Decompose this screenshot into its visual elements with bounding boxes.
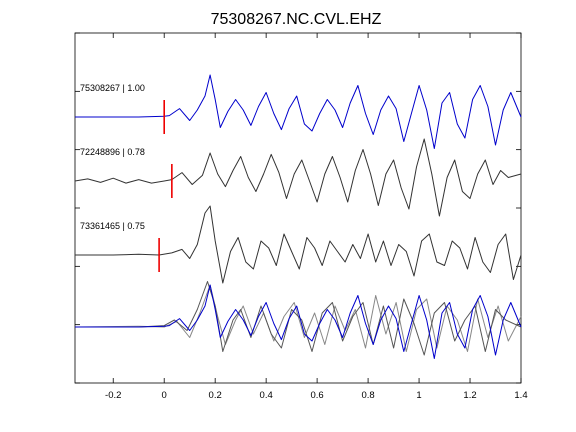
x-axis-ticks: -0.2 0 0.2 0.4 0.6 0.8 1 1.2 1.4 (105, 33, 528, 401)
x-tick-label: 0.4 (260, 390, 273, 401)
x-tick-label: 1.2 (463, 390, 476, 401)
x-tick-label: 0.8 (361, 390, 374, 401)
trace-label: 73361465 | 0.75 (80, 221, 145, 231)
trace-group: 75308267 | 1.00 72248896 | 0.78 73361465 |… (74, 74, 522, 284)
trace-label: 72248896 | 0.78 (80, 147, 145, 157)
x-tick-label: 0 (162, 390, 167, 401)
overlay-line (75, 284, 522, 359)
x-tick-label: -0.2 (105, 390, 121, 401)
x-tick-label: 0.2 (209, 390, 222, 401)
overlay-line (75, 281, 522, 356)
x-tick-label: 0.6 (311, 390, 324, 401)
trace-line (75, 205, 522, 284)
chart-title: 75308267.NC.CVL.EHZ (211, 11, 382, 28)
trace-line (74, 138, 522, 217)
trace-line (75, 74, 522, 149)
trace-label: 75308267 | 1.00 (80, 83, 145, 93)
overlay-group (74, 281, 522, 359)
x-tick-label: 1 (416, 390, 421, 401)
overlay-line (74, 284, 522, 352)
x-tick-label: 1.4 (514, 390, 527, 401)
